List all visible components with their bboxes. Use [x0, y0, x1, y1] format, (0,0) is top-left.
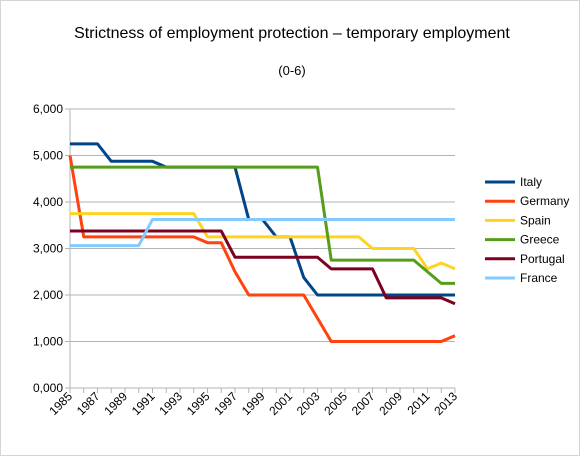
x-axis-ticks: 1985198719891991199319951997199920012003…	[46, 388, 460, 418]
x-tick-label: 1993	[156, 389, 185, 418]
x-tick-label: 2001	[266, 389, 295, 418]
legend-label-greece: Greece	[520, 233, 560, 247]
y-tick-label: 5,000	[33, 149, 63, 163]
legend-label-france: France	[520, 271, 558, 285]
x-tick-label: 1989	[101, 389, 130, 418]
legend-label-italy: Italy	[520, 175, 542, 189]
legend-label-spain: Spain	[520, 213, 551, 227]
chart-title: Strictness of employment protection – te…	[74, 25, 510, 42]
legend-label-germany: Germany	[520, 194, 569, 208]
legend-label-portugal: Portugal	[520, 252, 565, 266]
x-tick-label: 1999	[239, 389, 268, 418]
x-tick-label: 2009	[376, 389, 405, 418]
x-tick-label: 2005	[321, 389, 350, 418]
y-tick-label: 0,000	[33, 381, 63, 395]
series-line-portugal	[70, 229, 456, 306]
x-tick-label: 2003	[294, 389, 323, 418]
x-tick-label: 1997	[211, 389, 240, 418]
legend: Italy Germany Spain Greece Portugal France	[485, 175, 569, 285]
y-axis-ticks: 0,000 1,000 2,000 3,000 4,000 5,000 6,000	[33, 102, 70, 395]
chart-subtitle: (0-6)	[278, 63, 305, 78]
series-line-france	[70, 217, 455, 248]
y-tick-label: 4,000	[33, 195, 63, 209]
y-tick-label: 3,000	[33, 242, 63, 256]
y-tick-label: 2,000	[33, 288, 63, 302]
x-tick-label: 2013	[431, 389, 460, 418]
x-tick-label: 1995	[184, 389, 213, 418]
x-tick-label: 2011	[404, 389, 432, 417]
x-tick-label: 1987	[74, 389, 103, 418]
y-tick-label: 6,000	[33, 102, 63, 116]
series-line-greece	[70, 165, 455, 285]
series-line-spain	[70, 212, 456, 271]
series-line-germany	[68, 155, 456, 343]
x-tick-label: 2007	[349, 389, 378, 418]
y-tick-label: 1,000	[33, 335, 63, 349]
series-lines	[68, 142, 456, 343]
x-tick-label: 1991	[129, 389, 158, 418]
